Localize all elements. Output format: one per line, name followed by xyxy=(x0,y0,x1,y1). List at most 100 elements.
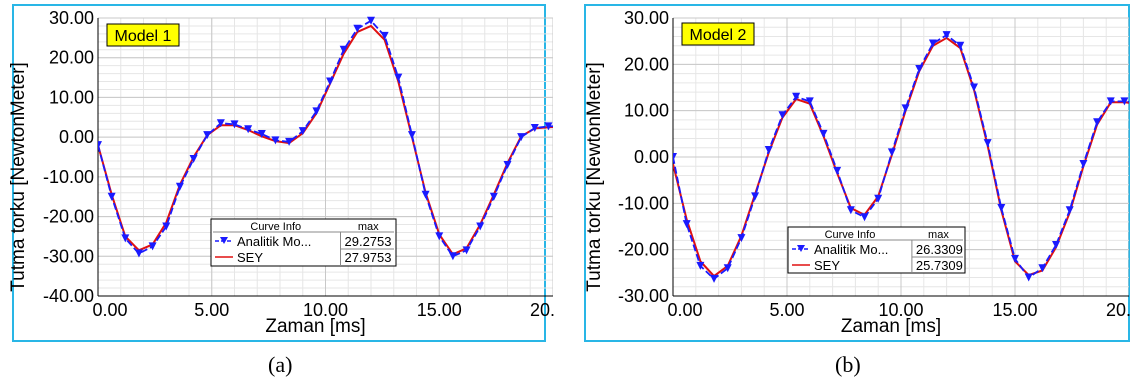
data-point-analitik xyxy=(353,24,362,33)
chart-frame-a xyxy=(12,4,546,342)
data-point-analitik xyxy=(764,146,773,155)
chart-svg-b: -30.00 -20.00 -10.00 0.00 10.00 20.00 30.00 0.0… xyxy=(584,4,1131,342)
x-tick-label: 20. xyxy=(1106,300,1131,320)
data-point-analitik xyxy=(819,129,828,138)
legend-entry-max: 26.3309 xyxy=(916,242,963,257)
y-tick-label: 10.00 xyxy=(624,101,669,121)
data-point-analitik xyxy=(942,31,951,40)
data-point-analitik xyxy=(556,122,558,130)
data-point-analitik xyxy=(326,77,335,86)
y-tick-label: -30.00 xyxy=(43,246,94,266)
x-tick-label: 5.00 xyxy=(194,300,229,320)
y-tick-label: -20.00 xyxy=(618,240,669,260)
data-point-analitik xyxy=(887,148,896,157)
series-group-a xyxy=(98,16,558,261)
y-tick-label: -10.00 xyxy=(43,167,94,187)
data-point-analitik xyxy=(148,242,157,251)
legend-entry-name: SEY xyxy=(237,250,263,265)
x-tick-label: 0.00 xyxy=(667,300,702,320)
series-group-b xyxy=(673,31,1129,283)
legend-marker-analitik xyxy=(797,245,805,252)
data-point-analitik xyxy=(544,122,553,131)
y-tick-label: 20.00 xyxy=(49,48,94,68)
data-point-analitik xyxy=(1065,206,1074,215)
data-point-analitik xyxy=(723,264,732,273)
y-tick-label: 20.00 xyxy=(624,54,669,74)
data-point-analitik xyxy=(1052,241,1061,250)
data-point-analitik xyxy=(134,249,143,258)
legend-entry-name: SEY xyxy=(814,258,840,273)
data-point-analitik xyxy=(244,125,253,134)
legend-col-header: max xyxy=(358,221,379,233)
x-axis-title-a: Zaman [ms] xyxy=(265,316,365,337)
legend-box-b xyxy=(787,226,966,274)
chart-panel-a: -40.00 -30.00 -20.00 -10.00 0.00 10.00 20.00 30… xyxy=(0,0,558,391)
legend-entry-max: 27.9753 xyxy=(345,250,392,265)
data-point-analitik xyxy=(710,274,719,283)
legend-entry-max: 25.7309 xyxy=(916,258,963,273)
data-point-analitik xyxy=(380,31,389,40)
x-tick-label: 15.00 xyxy=(417,300,462,320)
data-point-analitik xyxy=(846,206,855,215)
x-axis-title-b: Zaman [ms] xyxy=(841,316,941,337)
x-tick-label: 10.00 xyxy=(303,300,348,320)
legend-header: Curve Info xyxy=(250,221,301,233)
series-line-analitik xyxy=(673,34,1129,281)
chart-svg-a: -40.00 -30.00 -20.00 -10.00 0.00 10.00 20.00 30… xyxy=(8,4,558,342)
data-point-analitik xyxy=(285,137,294,146)
data-point-analitik xyxy=(175,182,184,191)
model-label-a: Model 1 xyxy=(115,28,172,45)
data-point-analitik xyxy=(503,160,512,169)
y-tick-label: 10.00 xyxy=(49,87,94,107)
y-tick-label: -30.00 xyxy=(618,286,669,306)
legend-entry-max: 29.2753 xyxy=(345,234,392,249)
data-point-analitik xyxy=(833,166,842,175)
data-point-analitik xyxy=(367,16,375,25)
legend-entry-name: Analitik Mo... xyxy=(237,234,311,249)
data-point-analitik xyxy=(298,127,307,136)
model-label-b: Model 2 xyxy=(690,27,747,44)
data-point-analitik xyxy=(1093,118,1102,127)
legend-col-header: max xyxy=(928,229,949,241)
chart-panel-b: -30.00 -20.00 -10.00 0.00 10.00 20.00 30.00 0.0… xyxy=(580,0,1134,391)
data-point-analitik xyxy=(778,111,787,120)
data-point-analitik xyxy=(956,41,965,50)
data-point-analitik xyxy=(1079,159,1088,168)
y-tick-label: 30.00 xyxy=(624,8,669,28)
data-point-analitik xyxy=(1038,264,1047,273)
data-point-analitik xyxy=(915,64,924,73)
caption-a: (a) xyxy=(268,352,293,377)
data-point-analitik xyxy=(969,83,978,92)
data-point-analitik xyxy=(1120,97,1129,106)
legend-entry-name: Analitik Mo... xyxy=(814,242,888,257)
data-point-analitik xyxy=(1024,273,1033,282)
y-axis-title-a: Tutma torku [NewtonMeter] xyxy=(8,62,29,291)
data-point-analitik xyxy=(203,131,212,140)
y-tick-label: -10.00 xyxy=(618,193,669,213)
data-point-analitik xyxy=(530,124,539,133)
legend-header: Curve Info xyxy=(825,229,876,241)
x-tick-label: 20. xyxy=(530,300,555,320)
y-tick-label: -20.00 xyxy=(43,207,94,227)
y-tick-label: 30.00 xyxy=(49,8,94,28)
data-point-analitik xyxy=(271,136,280,145)
legend-box-a xyxy=(210,218,397,267)
data-point-analitik xyxy=(216,119,225,128)
data-point-analitik xyxy=(805,97,814,106)
y-tick-label: 0.00 xyxy=(59,127,94,147)
data-point-analitik xyxy=(983,139,992,148)
data-point-analitik xyxy=(257,129,266,138)
data-point-analitik xyxy=(394,73,403,82)
data-point-analitik xyxy=(696,261,705,270)
data-point-analitik xyxy=(162,222,171,231)
caption-b: (b) xyxy=(835,352,861,377)
y-tick-label: -40.00 xyxy=(43,286,94,306)
x-tick-label: 15.00 xyxy=(992,300,1037,320)
data-point-analitik xyxy=(407,131,416,140)
model-label-box-b xyxy=(681,22,755,46)
data-point-analitik xyxy=(792,92,801,101)
data-point-analitik xyxy=(476,222,485,231)
y-tick-label: 0.00 xyxy=(634,147,669,167)
data-point-analitik xyxy=(230,120,239,129)
data-point-analitik xyxy=(462,246,471,255)
